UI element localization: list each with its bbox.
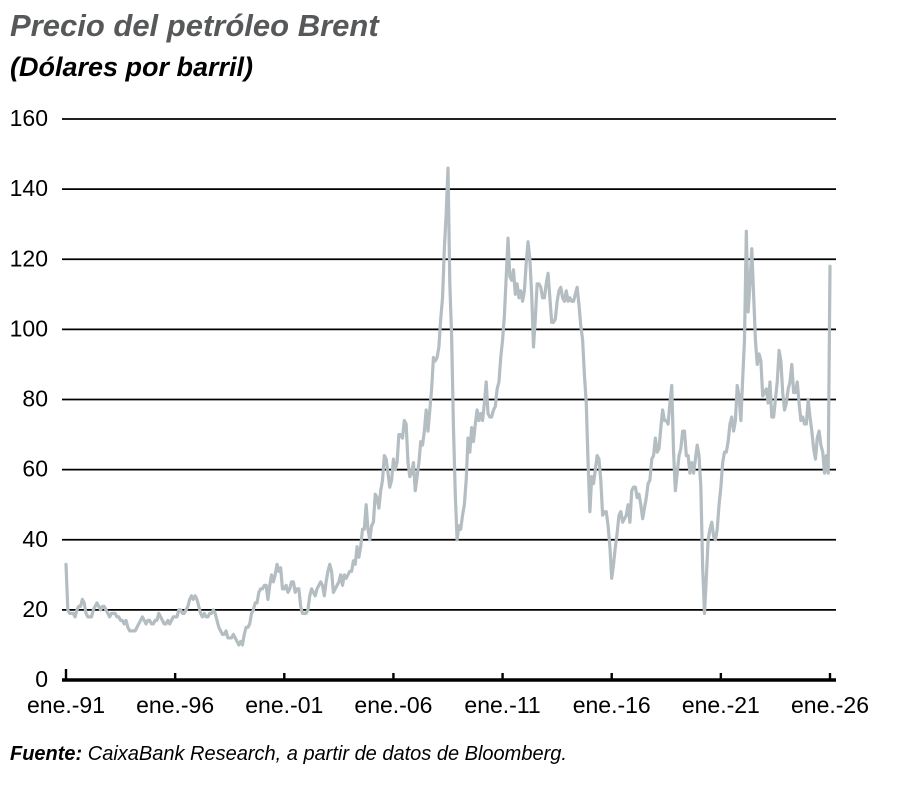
y-axis-label-120: 120 bbox=[10, 245, 48, 271]
brent-price-line bbox=[64, 166, 832, 647]
source-note: Fuente: CaixaBank Research, a partir de … bbox=[10, 743, 567, 766]
x-axis-label-ene.-26: ene.-26 bbox=[791, 692, 869, 718]
x-axis-label-ene.-96: ene.-96 bbox=[136, 692, 214, 718]
source-text: CaixaBank Research, a partir de datos de… bbox=[82, 743, 567, 765]
y-axis-label-20: 20 bbox=[22, 596, 48, 622]
y-axis-label-140: 140 bbox=[10, 175, 48, 201]
y-axis-label-0: 0 bbox=[35, 666, 48, 692]
y-axis-label-100: 100 bbox=[10, 315, 48, 341]
chart-subtitle: (Dólares por barril) bbox=[10, 52, 254, 82]
x-axis-label-ene.-06: ene.-06 bbox=[354, 692, 432, 718]
y-axis-label-40: 40 bbox=[22, 526, 48, 552]
x-axis-label-ene.-11: ene.-11 bbox=[464, 692, 540, 718]
y-axis-label-160: 160 bbox=[10, 105, 48, 131]
y-axis-label-60: 60 bbox=[22, 456, 48, 482]
x-axis-label-ene.-91: ene.-91 bbox=[27, 692, 105, 718]
source-prefix: Fuente: bbox=[10, 743, 83, 765]
y-axis-label-80: 80 bbox=[22, 386, 48, 412]
x-axis-label-ene.-01: ene.-01 bbox=[245, 692, 323, 718]
x-axis-label-ene.-21: ene.-21 bbox=[682, 692, 760, 718]
x-axis-label-ene.-16: ene.-16 bbox=[573, 692, 651, 718]
chart-title: Precio del petróleo Brent bbox=[10, 8, 379, 43]
